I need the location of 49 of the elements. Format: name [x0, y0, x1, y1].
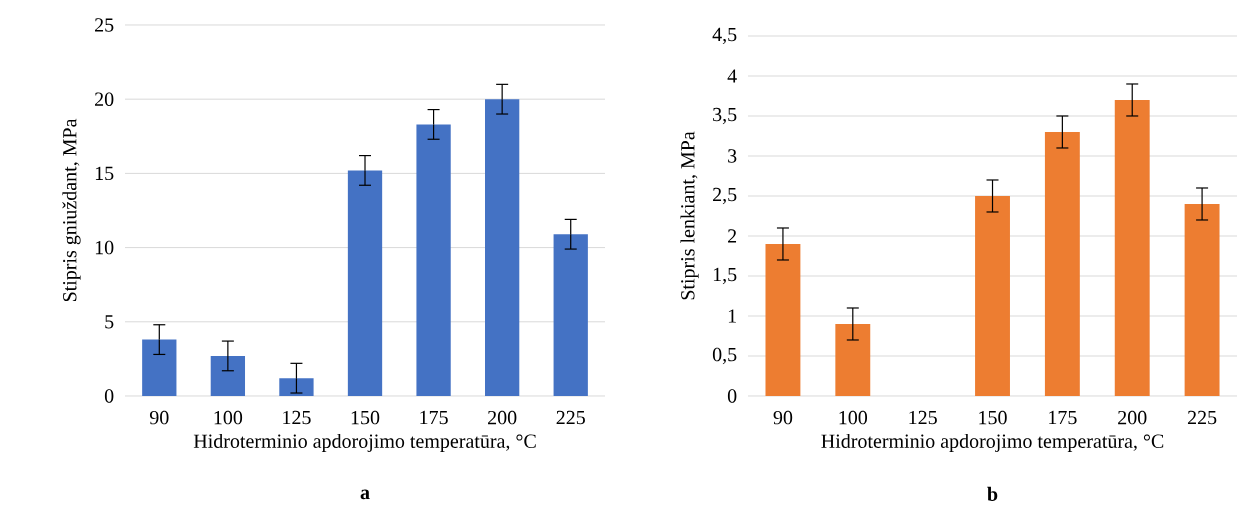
y-tick-label: 5 [105, 315, 114, 329]
y-tick-label: 1 [728, 309, 736, 323]
bar [835, 323, 871, 396]
bar [553, 234, 588, 396]
y-tick-label: 2 [728, 229, 737, 243]
bar [1114, 99, 1150, 396]
x-tick-label: 90 [773, 410, 793, 425]
x-tick-label: 150 [351, 410, 380, 425]
y-tick-label: 4 [727, 69, 737, 83]
bar [416, 124, 451, 396]
y-axis-title: Stipris gniuždant, MPa [62, 118, 81, 302]
y-tick-label: 4,5 [712, 27, 737, 45]
y-axis-title: Stipris lenkiant, MPa [680, 131, 699, 300]
x-tick-label: 150 [979, 410, 1007, 425]
bar [975, 195, 1010, 396]
y-tick-label: 0,5 [712, 347, 737, 365]
x-tick-label: 125 [283, 410, 311, 425]
text: a [360, 489, 370, 500]
x-tick-label: 100 [839, 410, 868, 425]
y-tick-label: 0 [727, 389, 737, 403]
x-tick-label: 90 [149, 410, 169, 425]
y-tick-label: 3 [728, 149, 737, 163]
x-tick-label: 125 [909, 410, 937, 425]
bar [347, 170, 383, 396]
x-tick-label: 100 [214, 410, 243, 425]
x-tick-label: 175 [420, 410, 448, 425]
x-tick-label: 200 [1118, 410, 1147, 425]
bar [485, 99, 520, 396]
x-tick-label: 175 [1049, 410, 1077, 425]
bar [142, 339, 177, 396]
y-tick-label: 25 [95, 18, 114, 32]
y-tick-label: 0 [104, 389, 114, 403]
bar [210, 355, 246, 396]
bar [279, 378, 314, 396]
y-tick-label: 10 [95, 240, 114, 255]
y-tick-label: 3,5 [713, 107, 737, 125]
x-tick-label: 200 [488, 410, 517, 425]
y-tick-label: 1,5 [713, 267, 737, 285]
x-axis-title: Hidroterminio apdorojimo temperatūra, °C [821, 433, 1164, 453]
bar [765, 243, 801, 396]
bar [1044, 131, 1080, 396]
y-tick-label: 2,5 [713, 187, 737, 205]
x-tick-label: 225 [1187, 410, 1217, 425]
y-tick-label: 15 [95, 166, 114, 181]
y-tick-label: 20 [95, 92, 114, 106]
text: b [987, 486, 998, 501]
x-tick-label: 225 [556, 410, 585, 425]
x-axis-title: Hidroterminio apdorojimo temperatūra, °C [193, 433, 536, 453]
bar [1184, 203, 1220, 396]
